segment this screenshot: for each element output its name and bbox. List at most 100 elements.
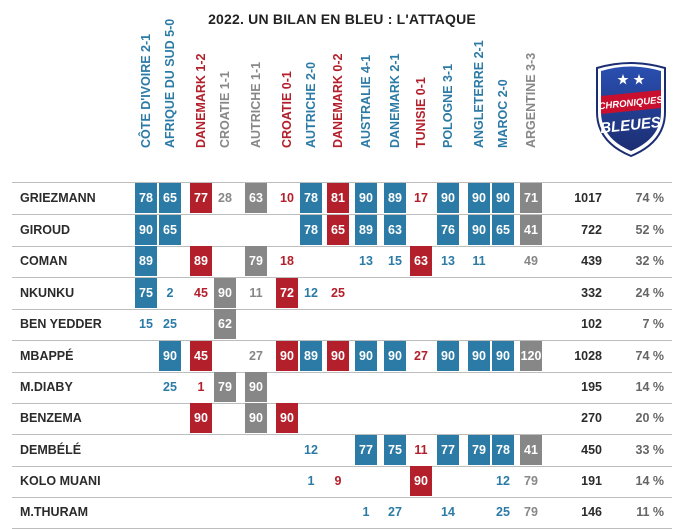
minutes-cell: 65 bbox=[159, 215, 181, 245]
match-header-label: MAROC 2-0 bbox=[496, 79, 510, 148]
row-divider bbox=[12, 182, 672, 183]
minutes-cell: 2 bbox=[166, 286, 174, 300]
minutes-cell: 45 bbox=[190, 341, 212, 371]
minutes-cell: 14 bbox=[441, 505, 455, 519]
logo-line2: BLEUES bbox=[599, 114, 661, 137]
minutes-cell: 90 bbox=[492, 341, 514, 371]
minutes-cell: 11 bbox=[414, 443, 428, 457]
percentage: 14 % bbox=[635, 474, 665, 488]
percentage: 32 % bbox=[635, 254, 665, 268]
minutes-cell: 77 bbox=[355, 435, 377, 465]
minutes-cell: 75 bbox=[135, 278, 157, 308]
total-minutes: 195 bbox=[581, 380, 602, 394]
minutes-cell: 45 bbox=[194, 286, 208, 300]
minutes-cell: 15 bbox=[388, 254, 402, 268]
minutes-cell: 120 bbox=[520, 341, 542, 371]
total-minutes: 102 bbox=[581, 317, 602, 331]
match-header-label: DANEMARK 1-2 bbox=[194, 53, 208, 148]
chart-title: 2022. UN BILAN EN BLEU : L'ATTAQUE bbox=[208, 11, 476, 27]
minutes-cell: 1 bbox=[362, 505, 370, 519]
minutes-cell: 1 bbox=[197, 380, 205, 394]
minutes-cell: 63 bbox=[410, 246, 432, 276]
percentage: 52 % bbox=[635, 223, 665, 237]
player-name: KOLO MUANI bbox=[20, 474, 101, 488]
total-minutes: 146 bbox=[581, 505, 602, 519]
minutes-cell: 89 bbox=[384, 183, 406, 213]
minutes-cell: 79 bbox=[214, 372, 236, 402]
minutes-cell: 65 bbox=[327, 215, 349, 245]
total-minutes: 332 bbox=[581, 286, 602, 300]
row-divider bbox=[12, 403, 672, 404]
minutes-cell: 18 bbox=[280, 254, 294, 268]
match-header-label: ARGENTINE 3-3 bbox=[524, 52, 538, 148]
minutes-cell: 90 bbox=[190, 403, 212, 433]
match-header-label: AUTRICHE 2-0 bbox=[304, 61, 318, 148]
minutes-cell: 28 bbox=[218, 191, 232, 205]
match-header-label: POLOGNE 3-1 bbox=[441, 63, 455, 148]
minutes-cell: 17 bbox=[414, 191, 428, 205]
minutes-cell: 76 bbox=[437, 215, 459, 245]
row-divider bbox=[12, 214, 672, 215]
row-divider bbox=[12, 309, 672, 310]
minutes-cell: 90 bbox=[276, 341, 298, 371]
minutes-cell: 90 bbox=[327, 341, 349, 371]
match-header-label: DANEMARK 2-1 bbox=[388, 53, 402, 148]
minutes-cell: 27 bbox=[414, 349, 428, 363]
percentage: 74 % bbox=[635, 191, 665, 205]
match-header-label: CROATIE 0-1 bbox=[280, 71, 294, 148]
minutes-cell: 9 bbox=[334, 474, 342, 488]
percentage: 74 % bbox=[635, 349, 665, 363]
percentage: 7 % bbox=[642, 317, 664, 331]
minutes-cell: 25 bbox=[163, 380, 177, 394]
minutes-cell: 11 bbox=[472, 254, 486, 268]
minutes-cell: 89 bbox=[190, 246, 212, 276]
total-minutes: 439 bbox=[581, 254, 602, 268]
total-minutes: 1028 bbox=[574, 349, 602, 363]
minutes-cell: 65 bbox=[159, 183, 181, 213]
minutes-cell: 71 bbox=[520, 183, 542, 213]
match-header-label: AFRIQUE DU SUD 5-0 bbox=[163, 18, 177, 148]
player-name: M.THURAM bbox=[20, 505, 89, 519]
row-divider bbox=[12, 372, 672, 373]
minutes-cell: 25 bbox=[163, 317, 177, 331]
minutes-cell: 90 bbox=[159, 341, 181, 371]
minutes-cell: 41 bbox=[520, 435, 542, 465]
match-header-label: CROATIE 1-1 bbox=[218, 71, 232, 148]
chroniques-bleues-logo: CHRONIQUES BLEUES bbox=[596, 62, 666, 158]
minutes-cell: 90 bbox=[437, 183, 459, 213]
minutes-cell: 65 bbox=[492, 215, 514, 245]
minutes-cell: 1 bbox=[307, 474, 315, 488]
player-name: M.DIABY bbox=[20, 380, 73, 394]
row-divider bbox=[12, 246, 672, 247]
percentage: 33 % bbox=[635, 443, 665, 457]
minutes-cell: 27 bbox=[388, 505, 402, 519]
minutes-cell: 78 bbox=[300, 183, 322, 213]
minutes-cell: 90 bbox=[214, 278, 236, 308]
total-minutes: 191 bbox=[581, 474, 602, 488]
percentage: 20 % bbox=[635, 411, 665, 425]
minutes-cell: 89 bbox=[135, 246, 157, 276]
minutes-cell: 63 bbox=[384, 215, 406, 245]
row-divider bbox=[12, 497, 672, 498]
minutes-cell: 13 bbox=[359, 254, 373, 268]
minutes-cell: 15 bbox=[139, 317, 153, 331]
minutes-cell: 12 bbox=[496, 474, 510, 488]
minutes-cell: 13 bbox=[441, 254, 455, 268]
minutes-cell: 75 bbox=[384, 435, 406, 465]
player-name: COMAN bbox=[20, 254, 68, 268]
minutes-cell: 90 bbox=[468, 183, 490, 213]
player-name: DEMBÉLÉ bbox=[20, 443, 82, 457]
percentage: 24 % bbox=[635, 286, 665, 300]
minutes-cell: 90 bbox=[355, 341, 377, 371]
player-name: NKUNKU bbox=[20, 286, 75, 300]
minutes-cell: 62 bbox=[214, 309, 236, 339]
player-name: BEN YEDDER bbox=[20, 317, 102, 331]
minutes-cell: 90 bbox=[468, 341, 490, 371]
minutes-cell: 12 bbox=[304, 286, 318, 300]
minutes-cell: 90 bbox=[384, 341, 406, 371]
minutes-cell: 79 bbox=[524, 474, 538, 488]
minutes-cell: 25 bbox=[496, 505, 510, 519]
player-name: GRIEZMANN bbox=[20, 191, 96, 205]
minutes-cell: 25 bbox=[331, 286, 345, 300]
minutes-cell: 78 bbox=[135, 183, 157, 213]
